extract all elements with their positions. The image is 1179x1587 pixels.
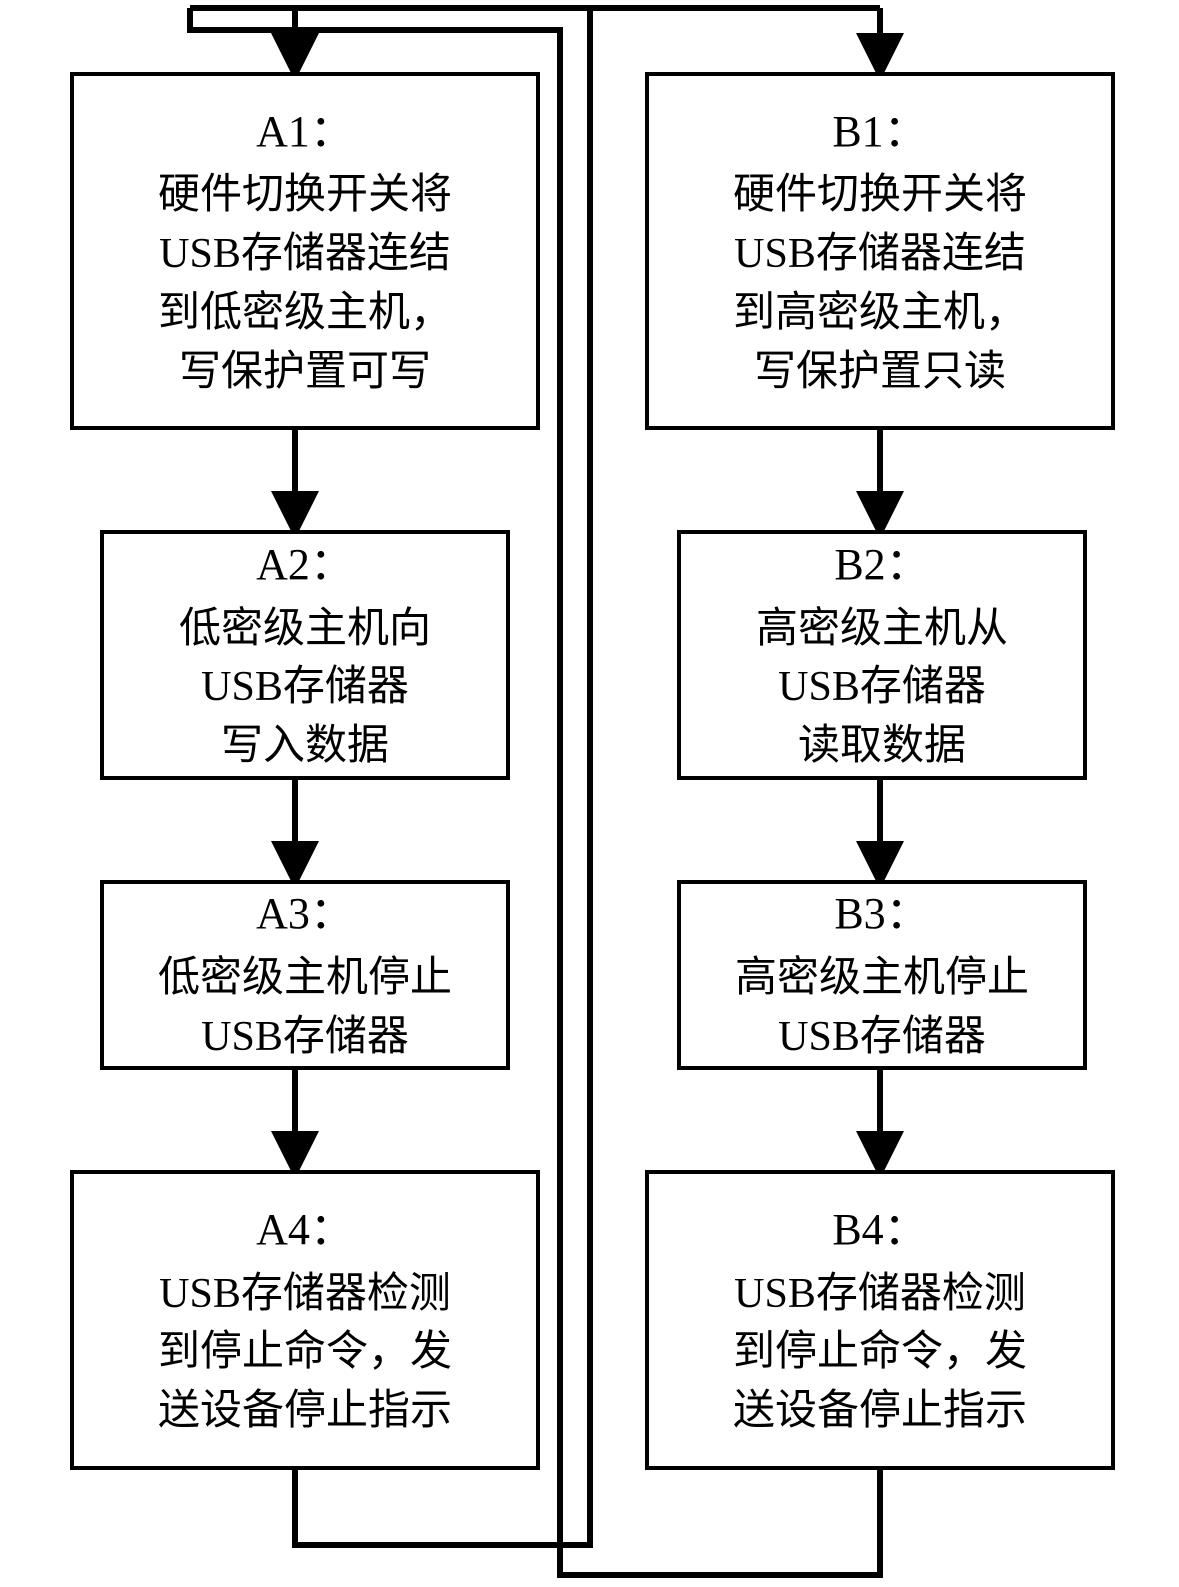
node-label: A1：: [256, 101, 354, 163]
flowchart-node-A2: A2：低密级主机向USB存储器写入数据: [100, 530, 510, 780]
node-text-line: 低密级主机停止: [158, 949, 452, 1008]
node-text-line: USB存储器: [201, 658, 409, 717]
node-text-line: USB存储器: [778, 658, 986, 717]
node-text-line: USB存储器: [778, 1008, 986, 1067]
node-text-line: 写入数据: [221, 717, 389, 776]
flowchart-container: A1：硬件切换开关将USB存储器连结到低密级主机，写保护置可写A2：低密级主机向…: [0, 0, 1179, 1587]
node-text-line: 低密级主机向: [179, 600, 431, 659]
flowchart-node-B2: B2：高密级主机从USB存储器读取数据: [677, 530, 1087, 780]
node-text-line: 送设备停止指示: [733, 1382, 1027, 1441]
node-label: A2：: [256, 534, 354, 596]
node-text-line: USB存储器: [201, 1008, 409, 1067]
node-text-line: 高密级主机停止: [735, 949, 1029, 1008]
flowchart-node-B1: B1：硬件切换开关将USB存储器连结到高密级主机，写保护置只读: [645, 72, 1115, 430]
node-label: B4：: [832, 1199, 927, 1261]
node-text-line: 送设备停止指示: [158, 1382, 452, 1441]
node-text-line: 到停止命令，发: [733, 1323, 1027, 1382]
node-text-line: 写保护置可写: [179, 343, 431, 402]
node-text-line: 到高密级主机，: [733, 284, 1027, 343]
node-text-line: 读取数据: [798, 717, 966, 776]
node-text-line: 写保护置只读: [754, 343, 1006, 402]
node-label: A3：: [256, 883, 354, 945]
flowchart-node-A3: A3：低密级主机停止USB存储器: [100, 880, 510, 1070]
flowchart-node-B3: B3：高密级主机停止USB存储器: [677, 880, 1087, 1070]
flowchart-node-A4: A4：USB存储器检测到停止命令，发送设备停止指示: [70, 1170, 540, 1470]
node-text-line: 硬件切换开关将: [158, 166, 452, 225]
node-text-line: 硬件切换开关将: [733, 166, 1027, 225]
node-label: A4：: [256, 1199, 354, 1261]
node-text-line: USB存储器检测: [159, 1265, 451, 1324]
node-text-line: USB存储器连结: [734, 225, 1026, 284]
node-text-line: USB存储器检测: [734, 1265, 1026, 1324]
flowchart-node-A1: A1：硬件切换开关将USB存储器连结到低密级主机，写保护置可写: [70, 72, 540, 430]
flowchart-node-B4: B4：USB存储器检测到停止命令，发送设备停止指示: [645, 1170, 1115, 1470]
node-text-line: USB存储器连结: [159, 225, 451, 284]
node-label: B3：: [834, 883, 929, 945]
node-label: B1：: [832, 101, 927, 163]
node-text-line: 到停止命令，发: [158, 1323, 452, 1382]
node-text-line: 高密级主机从: [756, 600, 1008, 659]
node-label: B2：: [834, 534, 929, 596]
node-text-line: 到低密级主机，: [158, 284, 452, 343]
